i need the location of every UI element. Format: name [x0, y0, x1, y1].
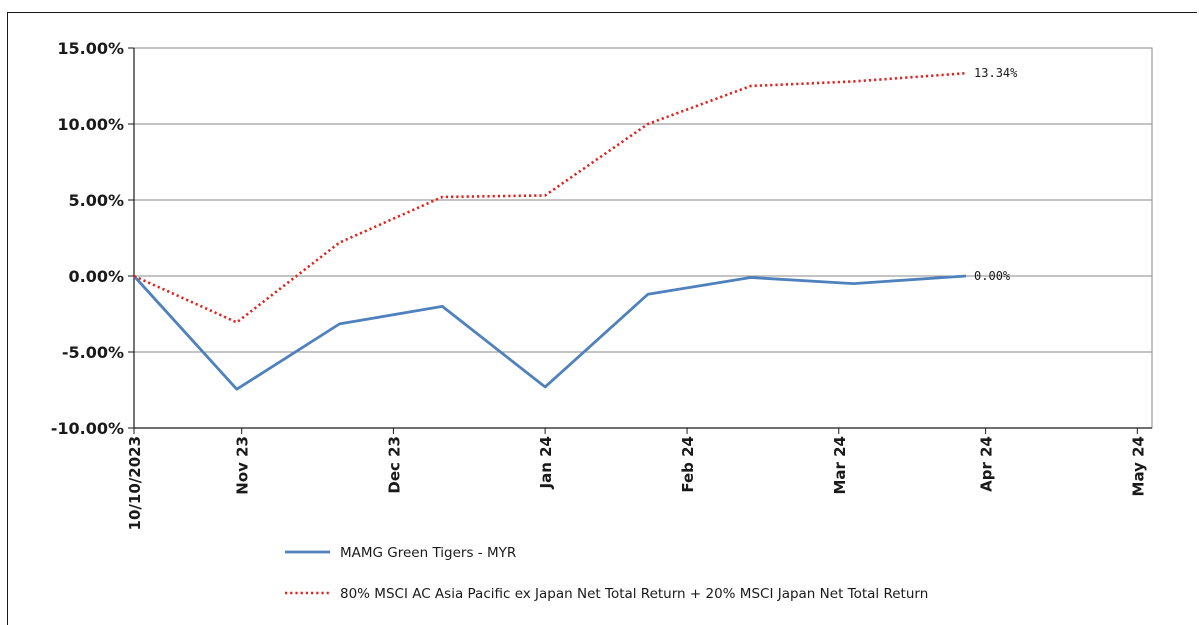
y-tick-label: -10.00%: [51, 419, 124, 438]
series-line-fund: [132, 274, 967, 391]
series-line-benchmark: [133, 71, 967, 324]
legend-label-fund: MAMG Green Tigers - MYR: [340, 545, 516, 561]
series-lines: [132, 71, 967, 391]
x-axis: 10/10/2023 Nov 23 Dec 23 Jan 24 Feb 24 Mar 24…: [126, 428, 1147, 530]
y-tick-label: -5.00%: [62, 343, 124, 362]
x-tick-label: Mar 24: [831, 436, 849, 495]
y-tick-label: 5.00%: [68, 191, 124, 210]
y-tick-label: 15.00%: [57, 39, 124, 58]
plot-area: [133, 47, 1153, 429]
x-tick-label: Feb 24: [679, 436, 697, 493]
y-tick-label: 0.00%: [68, 267, 124, 286]
x-tick-label: 10/10/2023: [126, 436, 144, 530]
x-tick-label: Apr 24: [978, 436, 996, 492]
end-label-benchmark: 13.34%: [974, 66, 1018, 80]
end-labels: 0.00% 13.34%: [974, 66, 1018, 283]
x-tick-label: Jan 24: [537, 436, 555, 489]
x-tick-label: May 24: [1129, 436, 1147, 496]
plot-border: [133, 47, 1153, 429]
x-tick-label: Nov 23: [234, 436, 252, 495]
end-label-fund: 0.00%: [974, 269, 1011, 283]
legend: MAMG Green Tigers - MYR 80% MSCI AC Asia …: [285, 545, 928, 602]
legend-label-benchmark: 80% MSCI AC Asia Pacific ex Japan Net To…: [340, 586, 928, 602]
x-tick-label: Dec 23: [385, 436, 403, 494]
chart-frame: [7, 12, 1197, 625]
y-tick-label: 10.00%: [57, 115, 124, 134]
y-axis: 15.00% 10.00% 5.00% 0.00% -5.00% -10.00%: [51, 39, 1152, 438]
